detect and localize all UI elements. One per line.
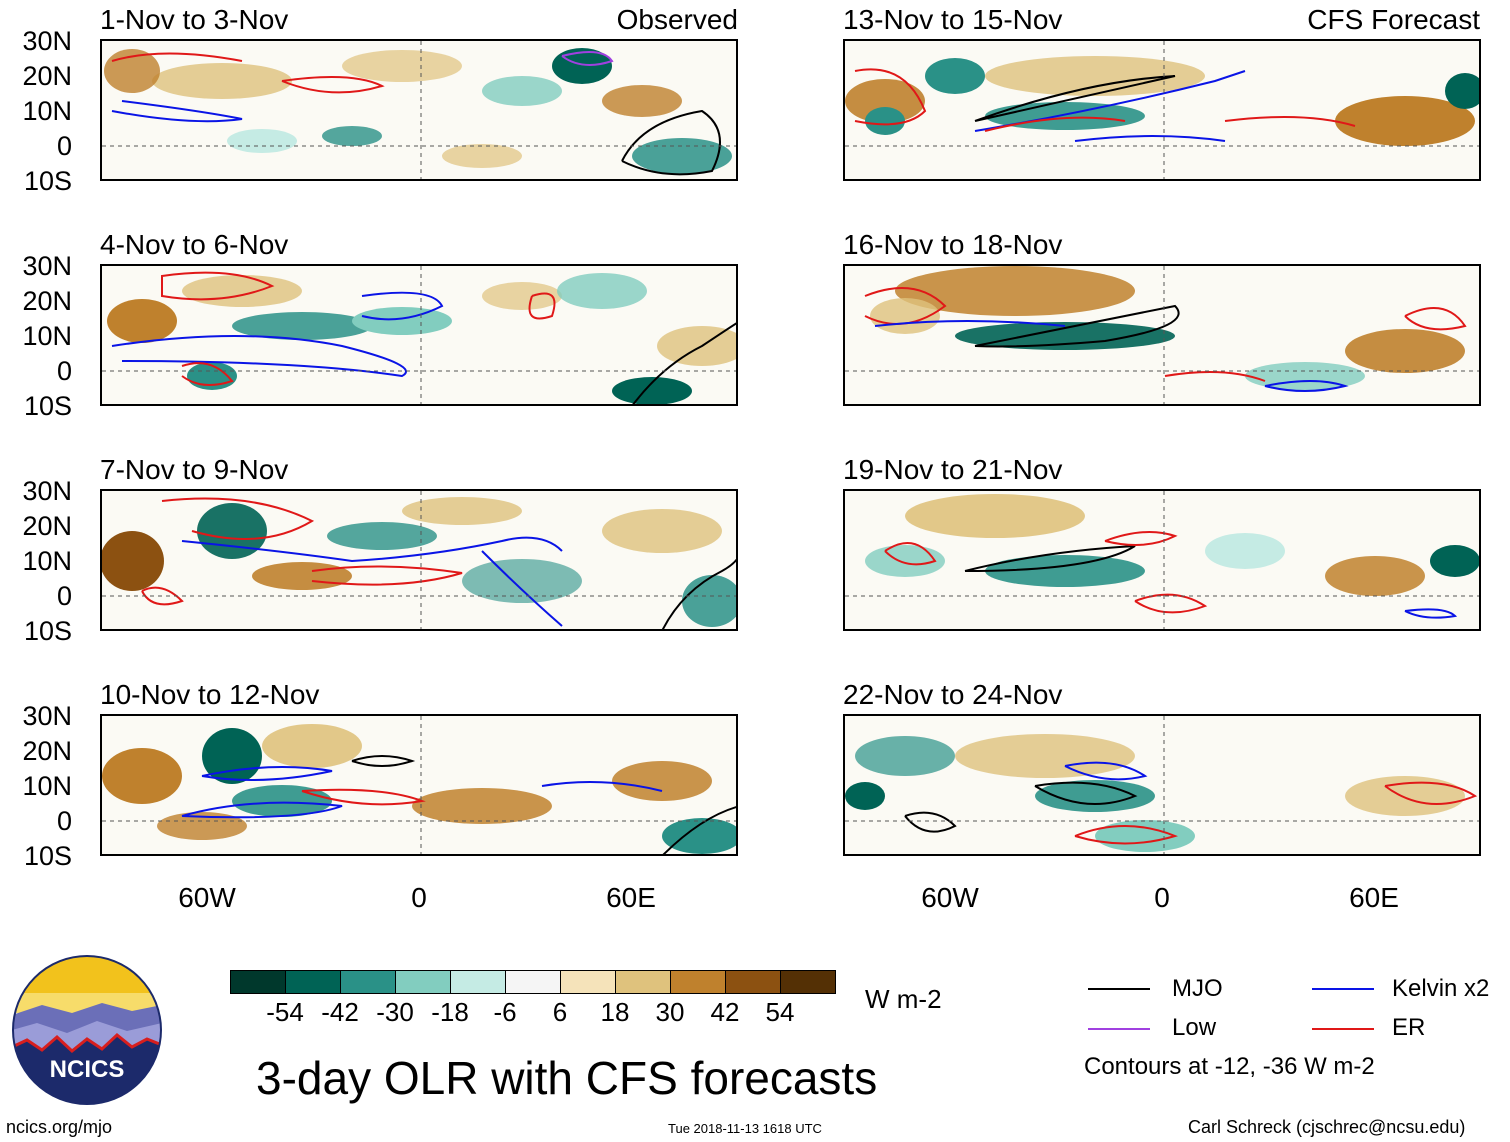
panel-title-left-3: 7-Nov to 9-Nov [100, 454, 289, 485]
legend-label-er: ER [1392, 1014, 1426, 1041]
colorbar-tick-label: 6 [552, 997, 568, 1027]
legend-line-er [1312, 1028, 1374, 1030]
colorbar-swatch [340, 970, 396, 994]
colorbar-tick-label: -30 [376, 997, 414, 1027]
colorbar-tick-label: -54 [266, 997, 304, 1027]
panel-title-left-4: 10-Nov to 12-Nov [100, 679, 320, 710]
colorbar-tick-label: 54 [765, 997, 795, 1027]
colorbar-swatch [450, 970, 506, 994]
lat-label: 0 [56, 806, 72, 836]
lon-label: 60W [921, 882, 979, 913]
colorbar-tick-label: 18 [600, 997, 630, 1027]
lat-label: 20N [22, 736, 72, 766]
colorbar-swatch [395, 970, 451, 994]
colorbar-swatch [505, 970, 561, 994]
lat-label: 20N [22, 511, 72, 541]
legend-label-mjo: MJO [1172, 975, 1223, 1002]
colorbar-tick-label: -6 [493, 997, 517, 1027]
colorbar-units: W m-2 [865, 984, 942, 1014]
footer-url: ncics.org/mjo [6, 1117, 113, 1137]
legend-label-kelvin: Kelvin x2 [1392, 975, 1490, 1002]
lat-label: 30N [22, 26, 72, 56]
panel-title-left-2: 4-Nov to 6-Nov [100, 229, 289, 260]
lat-label: 10N [22, 546, 72, 576]
lon-label: 60E [606, 882, 656, 913]
lat-label: 0 [56, 581, 72, 611]
observed-label: Observed [616, 4, 738, 35]
lat-label: 30N [22, 251, 72, 281]
olr-map-panel-right-3 [843, 489, 1481, 631]
colorbar-swatch [780, 970, 836, 994]
olr-map-panel-right-1 [843, 39, 1481, 181]
olr-map-panel-right-2 [843, 264, 1481, 406]
olr-map-panel-right-4 [843, 714, 1481, 856]
contour-note: Contours at -12, -36 W m-2 [1084, 1053, 1375, 1080]
colorbar-swatch [615, 970, 671, 994]
ncics-logo-text: NCICS [50, 1056, 125, 1083]
olr-map-panel-left-3 [100, 489, 738, 631]
panel-title-right-1: 13-Nov to 15-Nov [843, 4, 1063, 35]
footer-author: Carl Schreck (cjschrec@ncsu.edu) [1188, 1117, 1466, 1137]
legend-line-kelvin [1312, 988, 1374, 990]
colorbar-swatch [670, 970, 726, 994]
colorbar-swatch [285, 970, 341, 994]
ncics-logo: NCICS [12, 955, 162, 1105]
lat-label: 20N [22, 61, 72, 91]
colorbar-tick-label: -42 [321, 997, 359, 1027]
lat-label: 0 [56, 356, 72, 386]
lat-label: 10S [23, 841, 72, 871]
footer-timestamp: Tue 2018-11-13 1618 UTC [668, 1121, 822, 1136]
lon-label: 60W [178, 882, 236, 913]
forecast-label: CFS Forecast [1307, 4, 1480, 35]
olr-map-panel-left-4 [100, 714, 738, 856]
colorbar-swatch [725, 970, 781, 994]
colorbar-tick-label: 30 [655, 997, 685, 1027]
olr-map-panel-left-2 [100, 264, 738, 406]
lat-label: 20N [22, 286, 72, 316]
lat-label: 10S [23, 166, 72, 196]
lon-label: 60E [1349, 882, 1399, 913]
legend-line-mjo [1088, 988, 1150, 990]
legend-label-low: Low [1172, 1014, 1217, 1041]
lat-label: 10N [22, 96, 72, 126]
panel-title-right-4: 22-Nov to 24-Nov [843, 679, 1063, 710]
colorbar-swatch [560, 970, 616, 994]
lat-label: 30N [22, 701, 72, 731]
main-title: 3-day OLR with CFS forecasts [256, 1052, 878, 1104]
colorbar-tick-label: 42 [710, 997, 740, 1027]
lat-label: 10N [22, 771, 72, 801]
lat-label: 10N [22, 321, 72, 351]
lon-label: 0 [411, 882, 427, 913]
lat-label: 30N [22, 476, 72, 506]
lat-label: 0 [56, 131, 72, 161]
olr-map-panel-left-1 [100, 39, 738, 181]
colorbar-tick-label: -18 [431, 997, 469, 1027]
lat-label: 10S [23, 616, 72, 646]
lon-label: 0 [1154, 882, 1170, 913]
panel-title-left-1: 1-Nov to 3-Nov [100, 4, 289, 35]
panel-title-right-2: 16-Nov to 18-Nov [843, 229, 1063, 260]
lat-label: 10S [23, 391, 72, 421]
legend-line-low [1088, 1028, 1150, 1030]
panel-title-right-3: 19-Nov to 21-Nov [843, 454, 1063, 485]
colorbar-swatch [230, 970, 286, 994]
